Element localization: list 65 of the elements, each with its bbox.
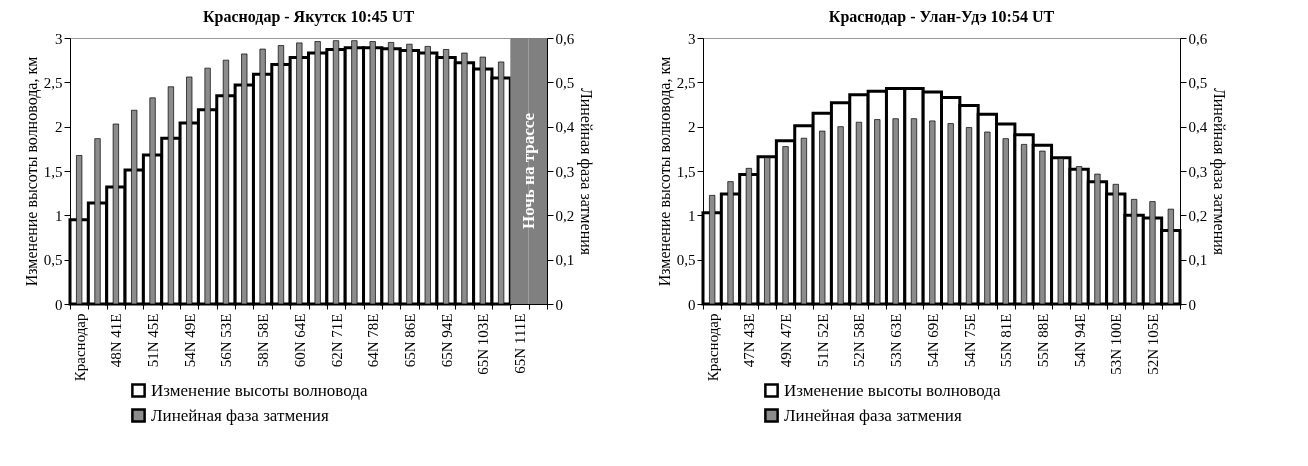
y-tick-label: 1,5 [43,163,63,180]
y2-tick-label: 0,5 [1188,74,1208,91]
x-tick-label: 54N 69E [924,313,941,368]
x-tick-label: 58N 58E [255,313,272,368]
y-tick-label: 0,5 [676,252,696,269]
legend-label: Изменение высоты волновода [151,380,368,400]
x-tick-label: 51N 52E [814,313,831,368]
x-tick-label: 48N 41E [108,313,125,368]
y2-tick-label: 0,5 [555,74,575,91]
y2-axis-title: Линейная фаза затмения [1210,87,1229,256]
x-tick-label: 60N 64E [291,313,308,368]
x-tick-label: 51N 45E [145,313,162,368]
y2-tick-label: 0,2 [555,207,575,224]
y-tick-label: 1 [55,207,63,224]
y-axis-title: Изменение высоты волновода, км [22,56,41,287]
x-tick-label: 54N 49E [181,313,198,368]
x-tick-label: 54N 75E [961,313,978,368]
y2-tick-label: 0,4 [555,119,575,136]
y-tick-label: 0,5 [43,252,63,269]
y2-tick-label: 0,3 [555,163,575,180]
y-tick-label: 2,5 [676,74,696,91]
x-tick-label: 49N 47E [778,313,795,368]
x-tick-label: Краснодар [704,313,721,382]
y-axis-title: Изменение высоты волновода, км [655,56,674,287]
x-tick-label: 56N 53E [218,313,235,368]
y2-tick-label: 0,3 [1188,163,1208,180]
x-tick-label: 52N 105E [1144,313,1161,375]
x-tick-label: 65N 111E [511,313,528,374]
y2-tick-label: 0,4 [1188,119,1208,136]
x-tick-label: 54N 94E [1071,313,1088,368]
x-tick-label: 65N 86E [401,313,418,368]
x-tick-label: 64N 78E [365,313,382,368]
x-tick-label: 53N 63E [888,313,905,368]
legend-label: Линейная фаза затмения [784,405,962,425]
x-tick-label: 65N 94E [438,313,455,368]
x-tick-label: Краснодар [71,313,88,382]
y2-tick-label: 0 [1188,296,1196,313]
y-tick-label: 0 [55,296,63,313]
x-tick-label: 53N 100E [1108,313,1125,375]
y2-tick-label: 0,6 [555,30,575,47]
y2-tick-label: 0,2 [1188,207,1208,224]
y-tick-label: 1,5 [676,163,696,180]
chart-title: Краснодар - Улан-Удэ 10:54 UT [828,8,1055,26]
legend-label: Линейная фаза затмения [151,405,329,425]
y2-tick-label: 0 [555,296,563,313]
annotation: Ночь на трассе [518,112,538,230]
x-tick-label: 55N 81E [998,313,1015,368]
y-tick-label: 2 [55,119,63,136]
x-tick-label: 62N 71E [328,313,345,368]
y2-axis-title: Линейная фаза затмения [577,87,596,256]
x-tick-label: 47N 43E [741,313,758,368]
y-tick-label: 1 [688,207,696,224]
x-tick-label: 52N 58E [851,313,868,368]
y2-tick-label: 0,1 [1188,252,1208,269]
y2-tick-label: 0,6 [1188,30,1208,47]
chart-title: Краснодар - Якутск 10:45 UT [202,8,415,26]
y-tick-label: 0 [688,296,696,313]
y-tick-label: 2 [688,119,696,136]
x-tick-label: 65N 103E [475,313,492,375]
y-tick-label: 2,5 [43,74,63,91]
y-tick-label: 3 [688,30,696,47]
x-tick-label: 55N 88E [1034,313,1051,368]
y-tick-label: 3 [55,30,63,47]
legend-label: Изменение высоты волновода [784,380,1001,400]
y2-tick-label: 0,1 [555,252,575,269]
